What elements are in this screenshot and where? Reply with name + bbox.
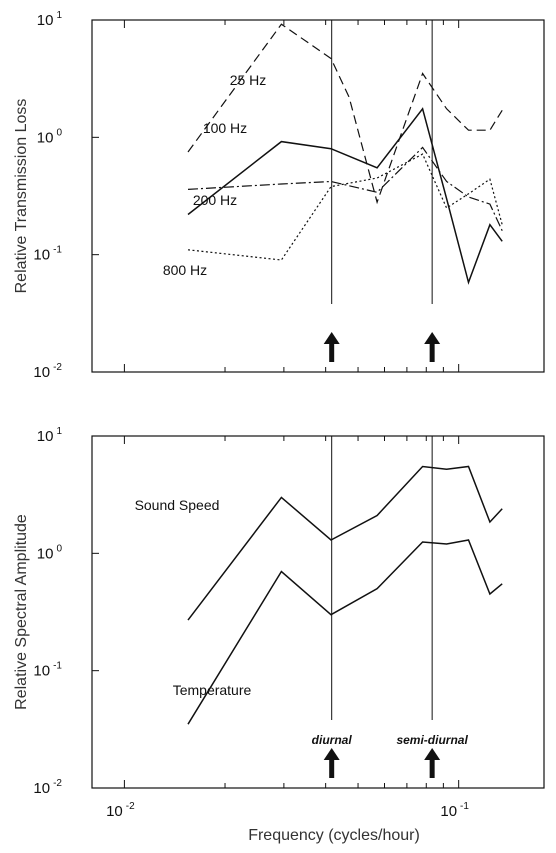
top-y-tick-label: 10 -2 — [33, 362, 62, 381]
bottom-y-tick-mantissa: 10 — [37, 545, 54, 562]
top-y-tick-exponent: -2 — [53, 362, 62, 373]
bottom-x-tick-exponent: -1 — [460, 801, 469, 812]
top-y-tick-exponent: -1 — [53, 245, 62, 256]
bottom-y-tick-exponent: -2 — [53, 778, 62, 789]
top-marker-arrow-shaft — [429, 340, 435, 362]
bottom-series-labels: Sound Speed Temperature — [135, 497, 252, 698]
top-series-label: 100 Hz — [203, 120, 247, 136]
bottom-series-line — [187, 465, 503, 621]
bottom-y-tick-label: 10 -1 — [33, 661, 62, 680]
bottom-series-label: Sound Speed — [135, 497, 220, 513]
top-series — [187, 23, 503, 285]
top-series-line — [187, 146, 503, 231]
bottom-y-axis-label: Relative Spectral Amplitude — [13, 514, 30, 710]
bottom-plot-frame — [91, 435, 545, 789]
top-y-tick-mantissa: 10 — [33, 364, 50, 381]
bottom-x-ticks: 10 -2 10 -1 — [106, 801, 469, 820]
x-axis-label: Frequency (cycles/hour) — [248, 827, 420, 844]
top-marker-arrow-shaft — [329, 340, 335, 362]
bottom-marker-label: diurnal — [312, 733, 353, 747]
top-plot-frame — [91, 19, 545, 373]
bottom-marker-label: semi-diurnal — [396, 733, 468, 747]
top-y-tick-label: 10 0 — [37, 127, 63, 146]
bottom-series-label: Temperature — [173, 682, 252, 698]
bottom-marker-arrow-shaft — [329, 756, 335, 778]
top-marker-arrow-head — [323, 332, 340, 344]
bottom-y-tick-mantissa: 10 — [33, 780, 50, 797]
bottom-x-tick-label: 10 -1 — [440, 801, 469, 820]
bottom-markers: diurnal semi-diurnal — [312, 436, 468, 778]
top-y-tick-label: 10 1 — [37, 10, 63, 29]
top-series-line — [187, 107, 503, 285]
bottom-y-tick-label: 10 0 — [37, 543, 63, 562]
bottom-y-tick-mantissa: 10 — [33, 663, 50, 680]
bottom-x-tick-label: 10 -2 — [106, 801, 135, 820]
top-marker-arrow-head — [424, 332, 441, 344]
top-y-tick-mantissa: 10 — [37, 129, 54, 146]
top-series-line — [187, 153, 503, 261]
top-markers — [323, 20, 441, 362]
bottom-x-tick-exponent: -2 — [126, 801, 135, 812]
bottom-marker-arrow-shaft — [429, 756, 435, 778]
top-series-labels: 25 Hz 100 Hz 200 Hz 800 Hz — [163, 72, 266, 278]
bottom-series — [187, 465, 503, 725]
top-series-label: 800 Hz — [163, 262, 207, 278]
top-series-label: 200 Hz — [193, 192, 237, 208]
top-series-line — [187, 23, 503, 205]
top-y-tick-exponent: 1 — [56, 10, 62, 21]
top-y-axis-label: Relative Transmission Loss — [13, 99, 30, 294]
bottom-y-tick-mantissa: 10 — [37, 428, 54, 445]
bottom-y-tick-label: 10 1 — [37, 426, 63, 445]
bottom-y-tick-exponent: -1 — [53, 661, 62, 672]
bottom-y-tick-label: 10 -2 — [33, 778, 62, 797]
bottom-marker-arrow-head — [323, 748, 340, 760]
bottom-y-tick-exponent: 1 — [56, 426, 62, 437]
bottom-marker-arrow-head — [424, 748, 441, 760]
top-y-tick-label: 10 -1 — [33, 245, 62, 264]
top-y-tick-mantissa: 10 — [33, 247, 50, 264]
bottom-x-tick-mantissa: 10 — [106, 803, 123, 820]
bottom-x-tick-mantissa: 10 — [440, 803, 457, 820]
top-y-tick-mantissa: 10 — [37, 12, 54, 29]
top-series-label: 25 Hz — [230, 72, 267, 88]
top-y-tick-exponent: 0 — [56, 127, 62, 138]
bottom-series-line — [187, 539, 503, 725]
bottom-y-tick-exponent: 0 — [56, 543, 62, 554]
